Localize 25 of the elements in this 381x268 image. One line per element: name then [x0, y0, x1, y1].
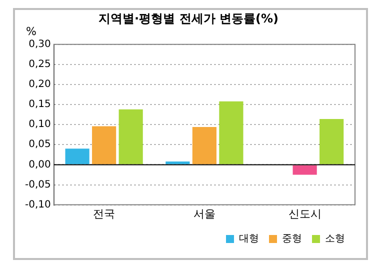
- x-tick-label: 신도시: [288, 207, 322, 220]
- bar: [320, 118, 344, 164]
- bar: [192, 127, 216, 164]
- y-tick-label: -0,05: [25, 179, 51, 190]
- y-tick-label: 0,20: [28, 79, 51, 90]
- y-axis-title: %: [26, 24, 36, 38]
- y-tick-label: -0,10: [25, 199, 51, 210]
- bar: [292, 165, 317, 175]
- y-tick-label: 0,10: [28, 119, 51, 130]
- legend-label: 소형: [325, 234, 345, 245]
- bar: [65, 148, 90, 164]
- y-tick-label: 0,25: [28, 59, 51, 70]
- bar: [92, 126, 116, 164]
- chart-title: 지역별·평형별 전세가 변동률(%): [98, 11, 278, 26]
- y-tick-label: 0,05: [28, 139, 51, 150]
- y-tick-label: 0,00: [28, 159, 51, 170]
- y-tick-label: 0,30: [28, 38, 51, 50]
- legend-label: 중형: [282, 234, 302, 245]
- legend-label: 대형: [239, 234, 259, 245]
- bar: [118, 109, 143, 164]
- y-tick-label: 0,15: [28, 99, 51, 110]
- bar: [219, 101, 244, 164]
- x-tick-label: 전국: [93, 207, 116, 220]
- x-tick-label: 서울: [193, 207, 216, 220]
- bar: [166, 161, 190, 164]
